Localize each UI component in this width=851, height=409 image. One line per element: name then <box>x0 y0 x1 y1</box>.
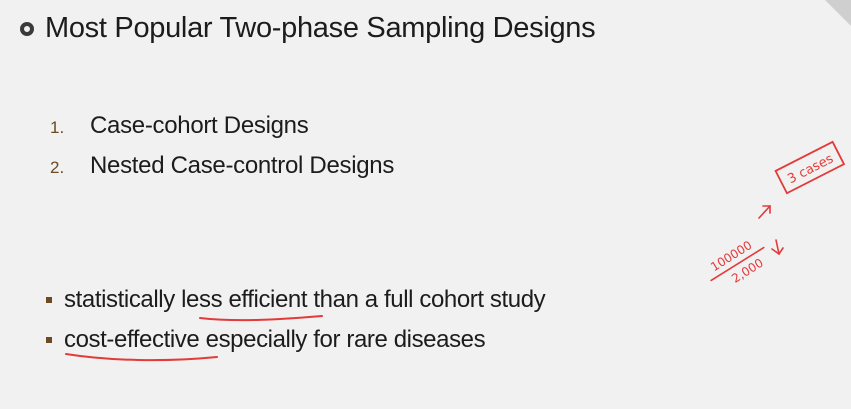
slide-title-row: Most Popular Two-phase Sampling Designs <box>20 8 596 48</box>
point-text: cost-effective especially for rare disea… <box>64 326 486 354</box>
up-arrow-head <box>762 205 771 214</box>
slide-title: Most Popular Two-phase Sampling Designs <box>45 11 596 44</box>
note-box <box>774 140 846 195</box>
list-number: 2. <box>50 158 65 177</box>
list-item: statistically less efficient than a full… <box>46 280 546 320</box>
list-item: 2. Nested Case-control Designs <box>50 152 394 192</box>
list-number: 1. <box>50 118 65 137</box>
boxed-note: 3 cases <box>774 140 846 195</box>
note-cases: 3 cases <box>785 151 836 187</box>
design-list: 1. Case-cohort Designs 2. Nested Case-co… <box>50 112 394 192</box>
list-item: 1. Case-cohort Designs <box>50 112 394 152</box>
square-bullet-icon <box>46 297 52 303</box>
list-item-label: Nested Case-control Designs <box>90 152 395 179</box>
page-corner <box>825 0 851 26</box>
note-population: 100000 <box>708 238 754 274</box>
point-text-after: than a full cohort study <box>307 286 546 313</box>
point-highlight: cost-effective <box>64 326 200 353</box>
point-highlight: less efficient <box>181 286 308 313</box>
square-bullet-icon <box>46 337 52 343</box>
point-text-after: especially for rare diseases <box>199 326 486 353</box>
list-item-label: Case-cohort Designs <box>90 112 309 139</box>
point-text: statistically less efficient than a full… <box>64 286 546 314</box>
point-list: statistically less efficient than a full… <box>46 280 546 360</box>
list-item: cost-effective especially for rare disea… <box>46 320 545 360</box>
down-arrow-icon <box>775 239 780 255</box>
fraction-note: 100000 2,000 <box>708 238 766 286</box>
point-text-before: statistically <box>64 286 182 313</box>
title-bullet-icon <box>20 22 34 36</box>
note-sample: 2,000 <box>729 256 766 286</box>
up-arrow-icon <box>758 205 771 219</box>
down-arrow-head <box>771 247 784 256</box>
fraction-bar <box>710 246 765 282</box>
